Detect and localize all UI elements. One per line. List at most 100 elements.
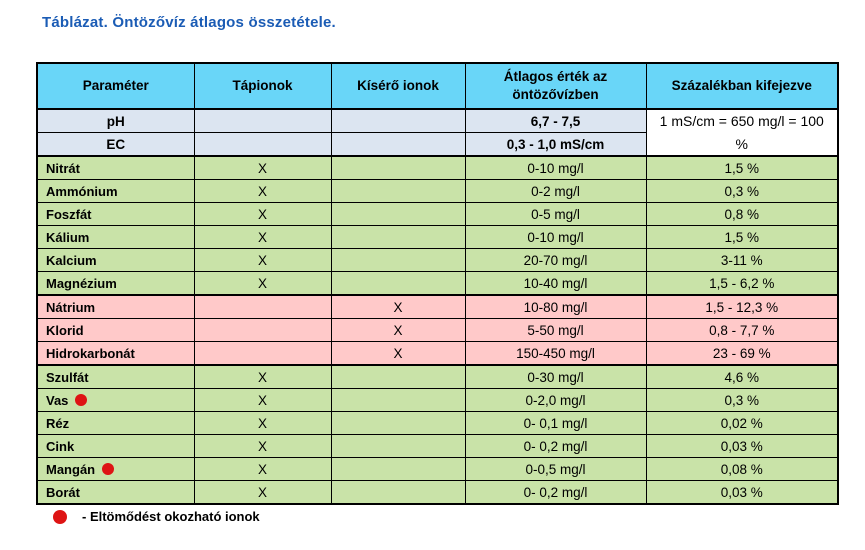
- nutrient-ion-mark-cell: X: [193, 480, 332, 505]
- accompanying-ion-mark-cell: X: [330, 294, 466, 319]
- average-value-cell: 150-450 mg/l: [464, 341, 647, 366]
- table-row: Vas X 0-2,0 mg/l 0,3 %: [36, 388, 839, 412]
- table-row: Borát X 0- 0,2 mg/l 0,03 %: [36, 480, 839, 505]
- parameter-cell: pH: [36, 108, 195, 133]
- average-value-cell: 20-70 mg/l: [464, 248, 647, 272]
- nutrient-ion-mark-cell: X: [193, 364, 332, 389]
- accompanying-ion-mark-cell: [330, 108, 466, 133]
- percent-cell: 1,5 - 12,3 %: [645, 294, 839, 319]
- table-header-row: Paraméter Tápionok Kísérő ionok Átlagos ért…: [36, 62, 839, 110]
- column-header-4: Átlagos érték az öntözővízben: [464, 62, 647, 110]
- average-value-cell: 0- 0,2 mg/l: [464, 434, 647, 458]
- accompanying-ion-mark-cell: [330, 364, 466, 389]
- table-row: Nátrium X 10-80 mg/l 1,5 - 12,3 %: [36, 294, 839, 319]
- nutrient-ion-mark-cell: X: [193, 271, 332, 296]
- percent-cell: 3-11 %: [645, 248, 839, 272]
- average-value-cell: 0-2,0 mg/l: [464, 388, 647, 412]
- accompanying-ion-mark-cell: [330, 179, 466, 203]
- nutrient-ion-mark-cell: [193, 318, 332, 342]
- accompanying-ion-mark-cell: [330, 248, 466, 272]
- percent-cell: 0,03 %: [645, 434, 839, 458]
- accompanying-ion-mark-cell: [330, 225, 466, 249]
- parameter-cell: Ammónium: [36, 179, 195, 203]
- accompanying-ion-mark-cell: X: [330, 341, 466, 366]
- table-row: Magnézium X 10-40 mg/l 1,5 - 6,2 %: [36, 271, 839, 296]
- parameter-cell: Cink: [36, 434, 195, 458]
- nutrient-ion-mark-cell: X: [193, 434, 332, 458]
- average-value-cell: 0-10 mg/l: [464, 155, 647, 180]
- average-value-cell: 0- 0,1 mg/l: [464, 411, 647, 435]
- table-row: Klorid X 5-50 mg/l 0,8 - 7,7 %: [36, 318, 839, 342]
- parameter-cell: Foszfát: [36, 202, 195, 226]
- accompanying-ion-mark-cell: [330, 480, 466, 505]
- percent-cell: 23 - 69 %: [645, 341, 839, 366]
- nutrient-ion-mark-cell: [193, 132, 332, 157]
- average-value-cell: 0- 0,2 mg/l: [464, 480, 647, 505]
- percent-cell: 1,5 %: [645, 155, 839, 180]
- parameter-cell: EC: [36, 132, 195, 157]
- average-value-cell: 0,3 - 1,0 mS/cm: [464, 132, 647, 157]
- parameter-cell: Mangán: [36, 457, 195, 481]
- parameter-cell: Hidrokarbonát: [36, 341, 195, 366]
- column-header-3: Kísérő ionok: [330, 62, 466, 110]
- parameter-cell: Borát: [36, 480, 195, 505]
- parameter-cell: Vas: [36, 388, 195, 412]
- table-row: Szulfát X 0-30 mg/l 4,6 %: [36, 364, 839, 389]
- table-row: Ammónium X 0-2 mg/l 0,3 %: [36, 179, 839, 203]
- nutrient-ion-mark-cell: [193, 341, 332, 366]
- legend-label: - Eltömődést okozható ionok: [82, 509, 260, 524]
- table-row: Réz X 0- 0,1 mg/l 0,02 %: [36, 411, 839, 435]
- accompanying-ion-mark-cell: [330, 411, 466, 435]
- percent-cell: 0,8 - 7,7 %: [645, 318, 839, 342]
- average-value-cell: 0-2 mg/l: [464, 179, 647, 203]
- accompanying-ion-mark-cell: [330, 155, 466, 180]
- table-row: EC 0,3 - 1,0 mS/cm: [36, 132, 838, 157]
- table-row: Kálium X 0-10 mg/l 1,5 %: [36, 225, 839, 249]
- nutrient-ion-mark-cell: X: [193, 155, 332, 180]
- percent-cell: 0,8 %: [645, 202, 839, 226]
- percent-cell: 1,5 - 6,2 %: [645, 271, 839, 296]
- clog-warning-dot-icon: [102, 462, 115, 475]
- nutrient-ion-mark-cell: X: [193, 179, 332, 203]
- parameter-cell: Kálium: [36, 225, 195, 249]
- table-row: Mangán X 0-0,5 mg/l 0,08 %: [36, 457, 839, 481]
- average-value-cell: 0-30 mg/l: [464, 364, 647, 389]
- parameter-cell: Réz: [36, 411, 195, 435]
- nutrient-ion-mark-cell: X: [193, 411, 332, 435]
- clog-warning-dot-icon: [75, 393, 88, 406]
- accompanying-ion-mark-cell: [330, 434, 466, 458]
- average-value-cell: 0-0,5 mg/l: [464, 457, 647, 481]
- accompanying-ion-mark-cell: X: [330, 318, 466, 342]
- table-row: Cink X 0- 0,2 mg/l 0,03 %: [36, 434, 839, 458]
- percent-cell: 0,08 %: [645, 457, 839, 481]
- table-row: Foszfát X 0-5 mg/l 0,8 %: [36, 202, 839, 226]
- percent-cell: 1,5 %: [645, 225, 839, 249]
- percent-cell: 0,3 %: [645, 179, 839, 203]
- irrigation-water-table: Paraméter Tápionok Kísérő ionok Átlagos ért…: [36, 62, 839, 505]
- nutrient-ion-mark-cell: [193, 294, 332, 319]
- nutrient-ion-mark-cell: X: [193, 248, 332, 272]
- nutrient-ion-mark-cell: [193, 108, 332, 133]
- nutrient-ion-mark-cell: X: [193, 225, 332, 249]
- page-title: Táblázat. Öntözővíz átlagos összetétele.: [42, 14, 336, 31]
- parameter-cell: Nátrium: [36, 294, 195, 319]
- average-value-cell: 10-80 mg/l: [464, 294, 647, 319]
- table-row: Hidrokarbonát X 150-450 mg/l 23 - 69 %: [36, 341, 839, 366]
- column-header-2: Tápionok: [193, 62, 332, 110]
- table-row: Nitrát X 0-10 mg/l 1,5 %: [36, 155, 839, 180]
- average-value-cell: 10-40 mg/l: [464, 271, 647, 296]
- parameter-cell: Szulfát: [36, 364, 195, 389]
- average-value-cell: 6,7 - 7,5: [464, 108, 647, 133]
- accompanying-ion-mark-cell: [330, 388, 466, 412]
- nutrient-ion-mark-cell: X: [193, 388, 332, 412]
- parameter-cell: Kalcium: [36, 248, 195, 272]
- table-row: Kalcium X 20-70 mg/l 3-11 %: [36, 248, 839, 272]
- ec-conversion-note-cell: 1 mS/cm = 650 mg/l = 100 %: [645, 108, 839, 157]
- nutrient-ion-mark-cell: X: [193, 457, 332, 481]
- accompanying-ion-mark-cell: [330, 457, 466, 481]
- legend: - Eltömődést okozható ionok: [53, 509, 260, 524]
- percent-cell: 0,03 %: [645, 480, 839, 505]
- parameter-cell: Magnézium: [36, 271, 195, 296]
- parameter-cell: Klorid: [36, 318, 195, 342]
